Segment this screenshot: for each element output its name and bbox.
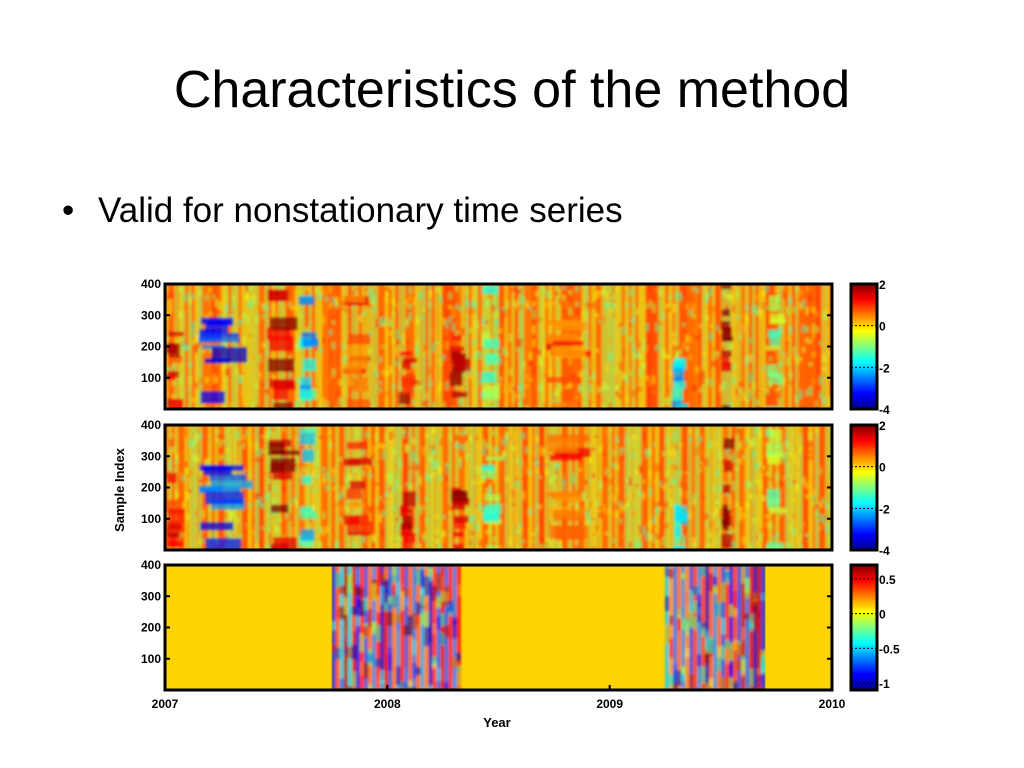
y-tick-label: 100: [141, 512, 161, 526]
panel-3-colorbar: [849, 563, 879, 692]
y-tick-label: 300: [141, 449, 161, 463]
colorbar-tick-label: -2: [879, 502, 890, 516]
y-tick-label: 200: [141, 481, 161, 495]
colorbar-tick-label: 2: [879, 278, 886, 292]
colorbar-tick-label: -0.5: [879, 642, 900, 656]
panel-1-colorbar: [849, 282, 879, 411]
panel-2-field: [165, 425, 832, 550]
x-tick-label: 2008: [374, 697, 401, 711]
colorbar-tick-label: 0: [879, 608, 886, 622]
panel-2: [165, 425, 832, 550]
x-axis-label: Year: [483, 715, 510, 730]
y-tick-label: 200: [141, 340, 161, 354]
colorbar-tick-label: -4: [879, 544, 890, 558]
y-tick-label: 200: [141, 621, 161, 635]
bullet-glyph: •: [62, 191, 75, 230]
y-tick-label: 400: [141, 558, 161, 572]
x-tick-label: 2009: [596, 697, 623, 711]
colorbar-tick-label: 0: [879, 320, 886, 334]
x-tick-label: 2007: [152, 697, 179, 711]
panel-3-field: [165, 565, 832, 690]
x-tick-label: 2010: [819, 697, 846, 711]
bullet-text: Valid for nonstationary time series: [98, 191, 623, 230]
panel-3: [165, 565, 832, 690]
y-tick-label: 300: [141, 589, 161, 603]
colorbar-tick-label: 2: [879, 419, 886, 433]
slide-title: Characteristics of the method: [173, 61, 851, 119]
y-tick-label: 300: [141, 308, 161, 322]
colorbar-tick-label: 0.5: [879, 573, 896, 587]
panel-1: [165, 284, 832, 409]
colorbar-tick-label: -4: [879, 403, 890, 417]
y-tick-label: 400: [141, 277, 161, 291]
bullet-item: • Valid for nonstationary time series: [62, 190, 623, 232]
y-tick-label: 100: [141, 652, 161, 666]
colorbar-tick-label: -1: [879, 677, 890, 691]
colorbar-tick-label: -2: [879, 361, 890, 375]
panel-2-colorbar: [849, 423, 879, 552]
y-tick-label: 100: [141, 371, 161, 385]
y-tick-label: 400: [141, 418, 161, 432]
panel-1-field: [165, 284, 832, 409]
colorbar-tick-label: 0: [879, 461, 886, 475]
y-axis-label: Sample Index: [112, 447, 127, 532]
